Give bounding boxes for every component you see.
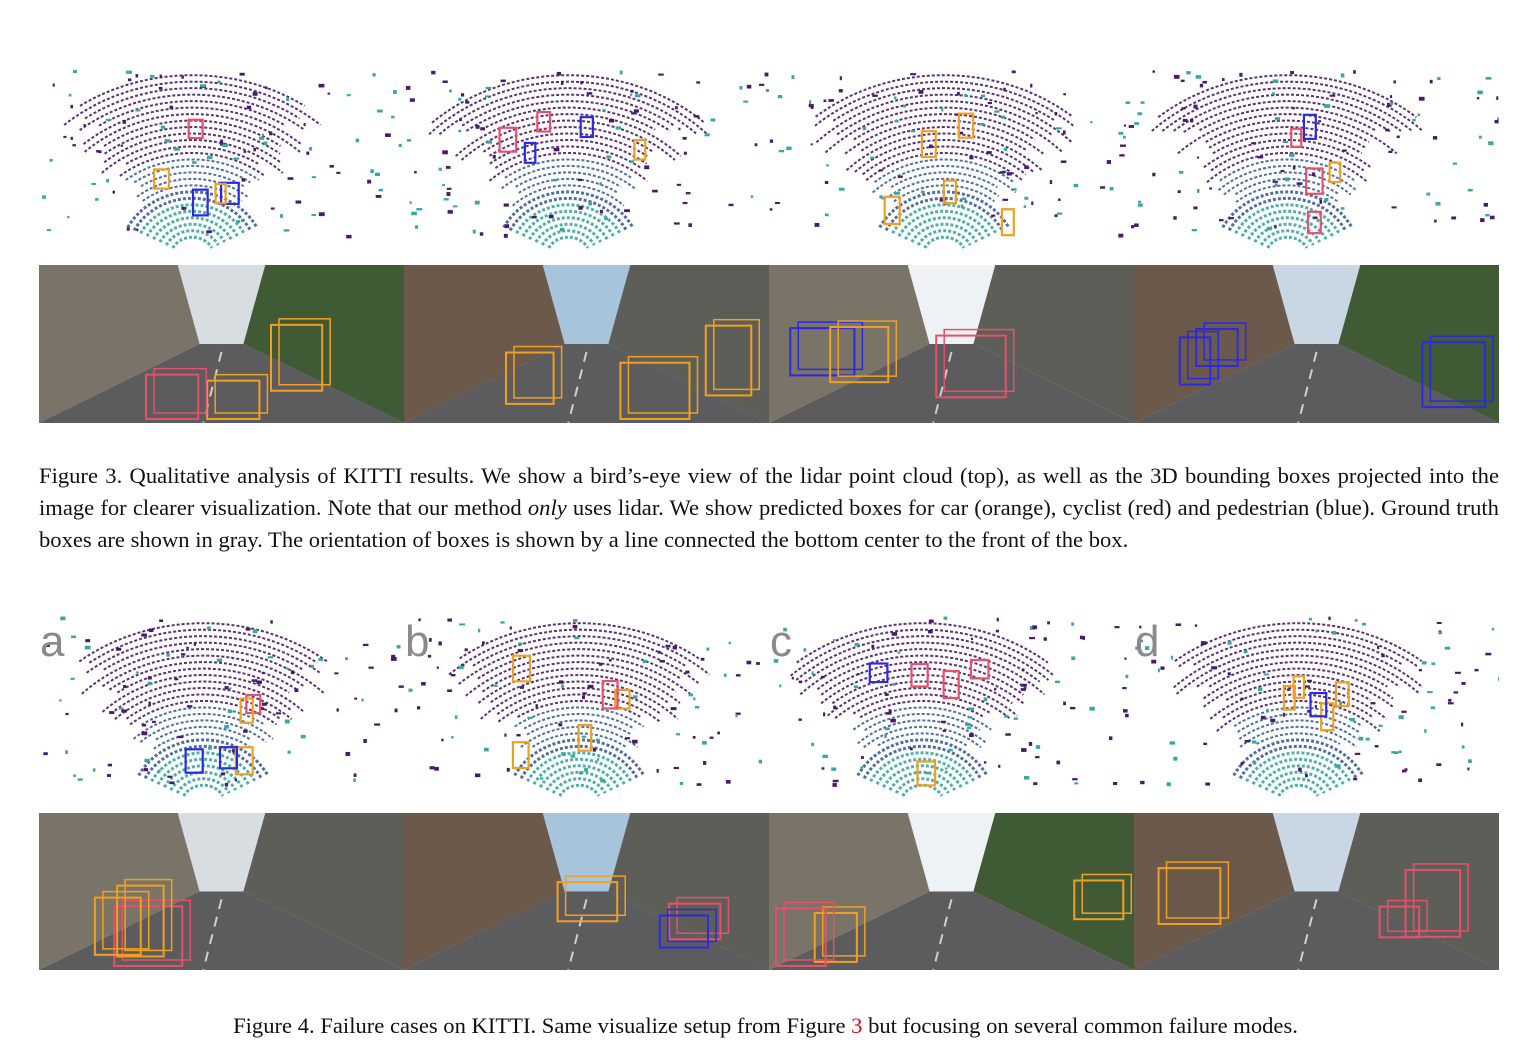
panel-label-c: c (770, 617, 792, 666)
lidar-bev-image (769, 70, 1134, 265)
fig3-bev-1 (39, 70, 404, 265)
caption-text: but focusing on several common failure m… (862, 1013, 1298, 1038)
fig4-camera-d (1134, 813, 1499, 970)
caption-text: Figure 4. Failure cases on KITTI. Same v… (233, 1013, 852, 1038)
fig3-camera-1 (39, 265, 404, 423)
lidar-bev-image (42, 70, 402, 265)
caption-text: Figure 3. Qualitative analysis of KITTI … (39, 463, 1499, 520)
caption-emphasis: only (527, 495, 567, 520)
lidar-bev-image (43, 616, 404, 813)
fig3-camera-2 (404, 265, 769, 423)
fig3-camera-3 (769, 265, 1134, 423)
camera-image (39, 813, 404, 970)
fig4-bev-c (769, 615, 1134, 813)
fig3-bev-3 (769, 70, 1134, 265)
fig4-bev-b (404, 615, 769, 813)
fig3-camera-4 (1134, 265, 1499, 423)
lidar-bev-image (1135, 616, 1499, 813)
camera-image (404, 265, 769, 423)
camera-image (1134, 813, 1499, 970)
lidar-bev-image (773, 616, 1129, 813)
fig4-camera-c (769, 813, 1134, 970)
fig3-bev-4 (1134, 70, 1499, 265)
fig3-bev-2 (404, 70, 769, 265)
camera-image (1134, 265, 1499, 423)
camera-image (769, 265, 1134, 423)
figure-4-caption: Figure 4. Failure cases on KITTI. Same v… (0, 1010, 1531, 1042)
figure-reference-link[interactable]: 3 (851, 1013, 863, 1038)
lidar-bev-image (408, 618, 763, 813)
panel-label-b: b (405, 617, 430, 666)
fig4-bev-a (39, 615, 404, 813)
figure-3-caption: Figure 3. Qualitative analysis of KITTI … (39, 460, 1499, 556)
caption-text: uses lidar. We show predicted boxes for … (39, 495, 1499, 552)
fig4-camera-b (404, 813, 769, 970)
camera-image (404, 813, 769, 970)
lidar-bev-image (405, 70, 769, 265)
panel-label-a: a (40, 617, 65, 666)
camera-image (769, 813, 1134, 970)
camera-image (39, 265, 404, 423)
fig4-camera-a (39, 813, 404, 970)
lidar-bev-image (1134, 70, 1499, 265)
fig4-bev-d (1134, 615, 1499, 813)
panel-label-d: d (1135, 617, 1160, 666)
